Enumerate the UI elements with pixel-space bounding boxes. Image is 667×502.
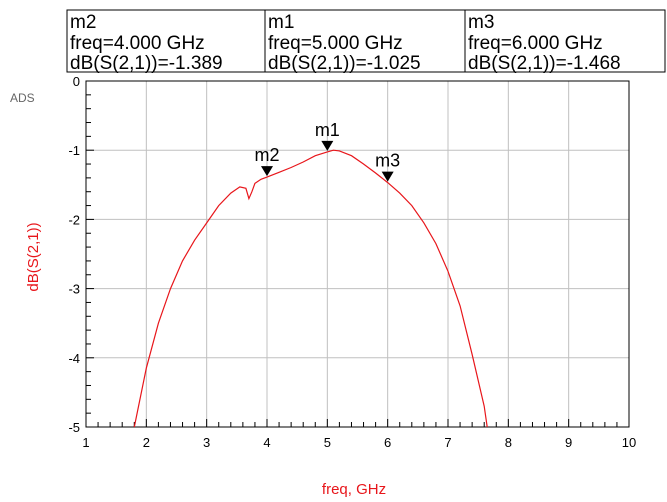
x-tick-label: 4 [263,435,270,450]
x-tick-label: 8 [505,435,512,450]
x-tick-label: 7 [444,435,451,450]
marker-box-m1-name: m1 [268,12,294,33]
y-tick-label: 0 [73,74,80,89]
x-tick-label: 10 [622,435,636,450]
series-line-s21 [133,149,488,428]
y-tick-label: -4 [68,351,80,366]
marker-m2-triangle [261,166,273,177]
marker-box-m1: m1 freq=5.000 GHz dB(S(2,1))=-1.025 [264,9,466,74]
marker-m1-label: m1 [315,120,340,140]
y-axis-title: dB(S(2,1)) [25,222,42,291]
marker-m3-triangle [381,171,394,182]
y-tick-label: -2 [68,212,80,227]
tick-labels: 1 2 3 4 5 6 7 8 9 10 0 -1 -2 -3 -4 -5 [68,74,636,450]
x-tick-label: 5 [324,435,331,450]
marker-box-m2-value: dB(S(2,1))=-1.389 [70,53,223,74]
grid [85,80,630,428]
ads-watermark: ADS [10,91,35,105]
y-tick-label: -3 [68,282,80,297]
marker-layer: m2 m1 m3 [254,120,400,182]
axis-ticks [85,80,630,428]
marker-box-m2: m2 freq=4.000 GHz dB(S(2,1))=-1.389 [66,9,266,74]
x-tick-label: 1 [82,435,89,450]
marker-box-m3-value: dB(S(2,1))=-1.468 [468,53,621,74]
marker-box-m1-freq: freq=5.000 GHz [268,33,403,54]
plot-frame [85,80,630,428]
marker-box-m2-freq: freq=4.000 GHz [70,33,205,54]
x-tick-label: 9 [565,435,572,450]
x-tick-label: 2 [143,435,150,450]
marker-m2-label: m2 [254,145,279,165]
marker-box-m3-name: m3 [468,12,494,33]
y-tick-label: -1 [68,143,80,158]
x-axis-title: freq, GHz [322,481,386,498]
marker-box-m2-name: m2 [70,12,96,33]
trace-layer [133,149,488,428]
x-tick-label: 6 [384,435,391,450]
x-tick-label: 3 [203,435,210,450]
marker-box-m3-freq: freq=6.000 GHz [468,33,603,54]
marker-m3-label: m3 [375,151,400,171]
marker-m1-triangle [321,140,334,151]
y-tick-label: -5 [68,420,80,435]
marker-box-m1-value: dB(S(2,1))=-1.025 [268,53,421,74]
marker-box-m3: m3 freq=6.000 GHz dB(S(2,1))=-1.468 [464,9,666,74]
